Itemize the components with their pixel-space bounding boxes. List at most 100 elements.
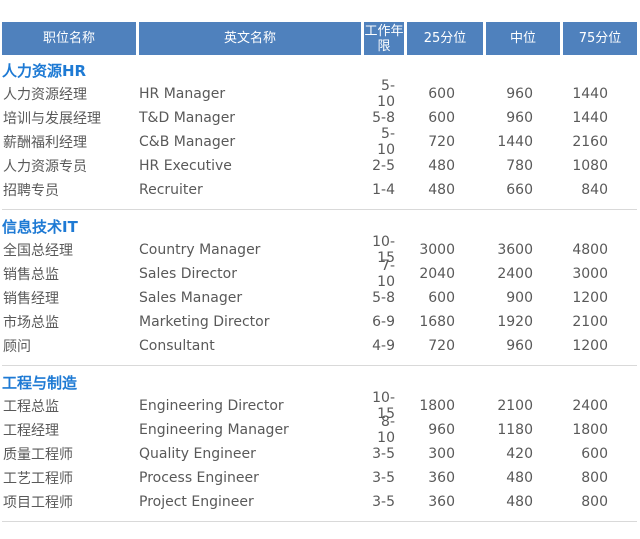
p25-cell: 360	[428, 470, 455, 486]
work-years-cell: 3-5	[372, 494, 395, 510]
position-name-cell: 人力资源专员	[3, 159, 87, 175]
section-separator	[2, 209, 637, 210]
work-years-cell: 3-5	[372, 446, 395, 462]
p50-cell: 480	[506, 470, 533, 486]
section-title: 工程与制造	[2, 374, 78, 392]
header-median: 中位	[486, 22, 560, 55]
table-body: 人力资源HR 人力资源经理 HR Manager 5-10 600 960 1440 培训与发…	[2, 60, 637, 522]
table-section: 信息技术IT 全国总经理 Country Manager 10-15 3000 3600 4…	[2, 216, 637, 366]
p50-cell: 420	[506, 446, 533, 462]
p50-cell: 3600	[497, 242, 533, 258]
p25-cell: 960	[428, 422, 455, 438]
english-name-cell: Sales Manager	[139, 290, 243, 306]
p25-cell: 600	[428, 86, 455, 102]
table-row: 市场总监 Marketing Director 6-9 1680 1920 2100	[2, 310, 637, 334]
work-years-cell: 3-5	[372, 470, 395, 486]
english-name-cell: C&B Manager	[139, 134, 236, 150]
p75-cell: 1200	[572, 338, 608, 354]
p25-cell: 600	[428, 290, 455, 306]
table-header-row: 职位名称 英文名称 工作年限 25分位 中位 75分位	[2, 22, 637, 55]
p75-cell: 4800	[572, 242, 608, 258]
work-years-cell: 5-8	[372, 110, 395, 126]
english-name-cell: HR Executive	[139, 158, 232, 174]
work-years-cell: 2-5	[372, 158, 395, 174]
p75-cell: 2400	[572, 398, 608, 414]
p75-cell: 1200	[572, 290, 608, 306]
p50-cell: 660	[506, 182, 533, 198]
p25-cell: 480	[428, 182, 455, 198]
table-row: 培训与发展经理 T&D Manager 5-8 600 960 1440	[2, 106, 637, 130]
work-years-cell: 1-4	[372, 182, 395, 198]
english-name-cell: T&D Manager	[139, 110, 236, 126]
work-years-cell: 10-15	[372, 390, 395, 422]
table-row: 薪酬福利经理 C&B Manager 5-10 720 1440 2160	[2, 126, 637, 158]
english-name-cell: Sales Director	[139, 266, 237, 282]
position-name-cell: 薪酬福利经理	[3, 135, 87, 151]
p50-cell: 480	[506, 494, 533, 510]
english-name-cell: Engineering Manager	[139, 422, 289, 438]
p50-cell: 900	[506, 290, 533, 306]
p50-cell: 2400	[497, 266, 533, 282]
p25-cell: 720	[428, 134, 455, 150]
p75-cell: 2100	[572, 314, 608, 330]
work-years-cell: 4-9	[372, 338, 395, 354]
table-section: 工程与制造工程总监 Engineering Director 10-15 1800 21…	[2, 372, 637, 522]
p50-cell: 780	[506, 158, 533, 174]
section-title: 信息技术IT	[2, 218, 78, 236]
section-separator	[2, 365, 637, 366]
p25-cell: 1680	[419, 314, 455, 330]
table-row: 项目工程师 Project Engineer 3-5 360 480 800	[2, 490, 637, 514]
section-separator	[2, 521, 637, 522]
position-name-cell: 工艺工程师	[3, 471, 73, 487]
work-years-cell: 8-10	[377, 414, 395, 446]
table-row: 销售经理 Sales Manager 5-8 600 900 1200	[2, 286, 637, 310]
position-name-cell: 项目工程师	[3, 495, 73, 511]
english-name-cell: Country Manager	[139, 242, 261, 258]
p25-cell: 600	[428, 110, 455, 126]
p75-cell: 1080	[572, 158, 608, 174]
table-section: 人力资源HR 人力资源经理 HR Manager 5-10 600 960 1440 培训与发…	[2, 60, 637, 210]
header-work-years: 工作年限	[364, 22, 404, 55]
p75-cell: 1800	[572, 422, 608, 438]
position-name-cell: 销售总监	[3, 267, 59, 283]
position-name-cell: 销售经理	[3, 291, 59, 307]
table-row: 销售总监 Sales Director 7-10 2040 2400 3000	[2, 258, 637, 290]
english-name-cell: Engineering Director	[139, 398, 284, 414]
english-name-cell: Project Engineer	[139, 494, 254, 510]
table-row: 全国总经理 Country Manager 10-15 3000 3600 4800	[2, 234, 637, 266]
p75-cell: 600	[581, 446, 608, 462]
position-name-cell: 全国总经理	[3, 243, 73, 259]
english-name-cell: Quality Engineer	[139, 446, 256, 462]
p25-cell: 360	[428, 494, 455, 510]
p75-cell: 840	[581, 182, 608, 198]
p50-cell: 1440	[497, 134, 533, 150]
p50-cell: 1180	[497, 422, 533, 438]
english-name-cell: Process Engineer	[139, 470, 259, 486]
position-name-cell: 工程总监	[3, 399, 59, 415]
p75-cell: 1440	[572, 86, 608, 102]
p25-cell: 1800	[419, 398, 455, 414]
header-english-name: 英文名称	[139, 22, 361, 55]
english-name-cell: Marketing Director	[139, 314, 270, 330]
position-name-cell: 招聘专员	[3, 183, 59, 199]
p75-cell: 800	[581, 470, 608, 486]
header-25th-percentile: 25分位	[407, 22, 483, 55]
p50-cell: 960	[506, 86, 533, 102]
english-name-cell: HR Manager	[139, 86, 226, 102]
table-row: 人力资源经理 HR Manager 5-10 600 960 1440	[2, 78, 637, 110]
work-years-cell: 6-9	[372, 314, 395, 330]
p50-cell: 2100	[497, 398, 533, 414]
p50-cell: 960	[506, 110, 533, 126]
table-row: 工艺工程师 Process Engineer 3-5 360 480 800	[2, 466, 637, 490]
work-years-cell: 5-8	[372, 290, 395, 306]
p25-cell: 720	[428, 338, 455, 354]
table-row: 质量工程师 Quality Engineer 3-5 300 420 600	[2, 442, 637, 466]
work-years-cell: 5-10	[377, 126, 395, 158]
english-name-cell: Consultant	[139, 338, 215, 354]
p75-cell: 3000	[572, 266, 608, 282]
work-years-cell: 7-10	[377, 258, 395, 290]
table-row: 工程总监 Engineering Director 10-15 1800 2100 240…	[2, 390, 637, 422]
table-row: 招聘专员 Recruiter 1-4 480 660 840	[2, 178, 637, 202]
position-name-cell: 质量工程师	[3, 447, 73, 463]
position-name-cell: 培训与发展经理	[3, 111, 101, 127]
